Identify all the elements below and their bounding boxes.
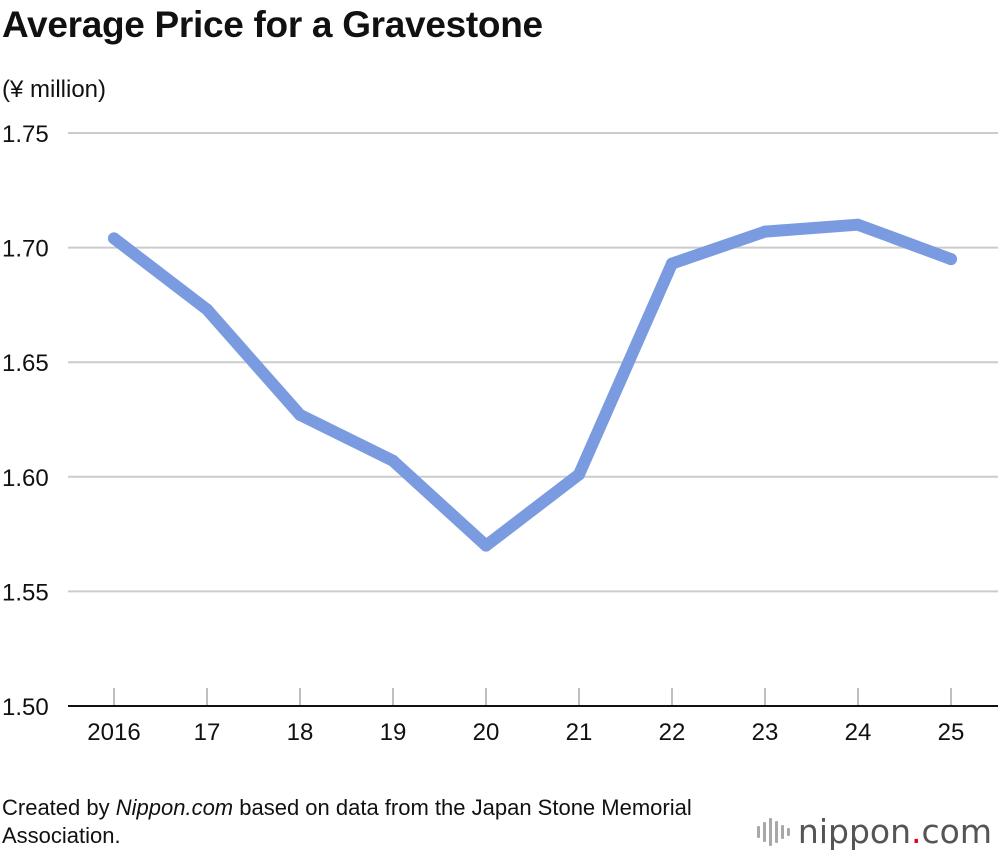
x-axis-ticks: 2016 17 18 19 20 21 22 23 24 25	[87, 688, 964, 746]
logo-name: nippon	[797, 812, 912, 851]
y-tick-label: 1.65	[2, 350, 49, 377]
series-line	[108, 218, 957, 552]
line-chart: 1.501.551.601.651.701.75 2016 17 18 19 20 21 2…	[2, 121, 998, 746]
x-tick-label: 19	[380, 719, 407, 746]
y-tick-label: 1.75	[2, 121, 49, 148]
logo-tld: com	[921, 812, 992, 851]
gridlines	[68, 132, 998, 593]
x-tick-label: 20	[473, 719, 500, 746]
sound-wave-icon	[756, 817, 790, 846]
x-tick-label: 2016	[87, 719, 140, 746]
x-tick-label: 23	[752, 719, 779, 746]
data-point	[480, 539, 492, 552]
data-point	[759, 225, 771, 238]
x-tick-label: 22	[659, 719, 686, 746]
data-point	[666, 257, 678, 270]
source-prefix: Created by	[2, 795, 116, 820]
x-tick-label: 17	[194, 719, 221, 746]
chart-title: Average Price for a Gravestone	[2, 4, 543, 45]
source-note: Created by Nippon.com based on data from…	[2, 794, 722, 850]
data-point	[573, 468, 585, 481]
data-point	[852, 218, 864, 231]
x-tick-label: 21	[566, 719, 593, 746]
x-tick-label: 24	[845, 719, 872, 746]
logo-dot: .	[911, 812, 922, 851]
logo-text: nippon.com	[798, 812, 992, 851]
x-tick-label: 25	[938, 719, 965, 746]
y-tick-label: 1.60	[2, 465, 49, 492]
source-suffix: based on data from the Japan Stone Memor…	[2, 795, 692, 848]
y-axis-unit-label: (¥ million)	[2, 76, 107, 103]
data-point	[945, 253, 957, 266]
data-point	[387, 454, 399, 467]
data-point	[201, 303, 213, 316]
y-axis-ticks: 1.50 1.55 1.60 1.65 1.70 1.75	[2, 121, 49, 721]
y-tick-label: 1.50	[2, 694, 49, 721]
x-tick-label: 18	[287, 719, 314, 746]
y-tick-label: 1.70	[2, 236, 49, 263]
data-point	[108, 232, 120, 245]
data-series	[108, 218, 957, 552]
nippon-logo: nippon.com	[756, 812, 992, 851]
y-tick-label: 1.55	[2, 579, 49, 606]
data-point	[294, 408, 306, 421]
source-site: Nippon.com	[115, 795, 234, 820]
